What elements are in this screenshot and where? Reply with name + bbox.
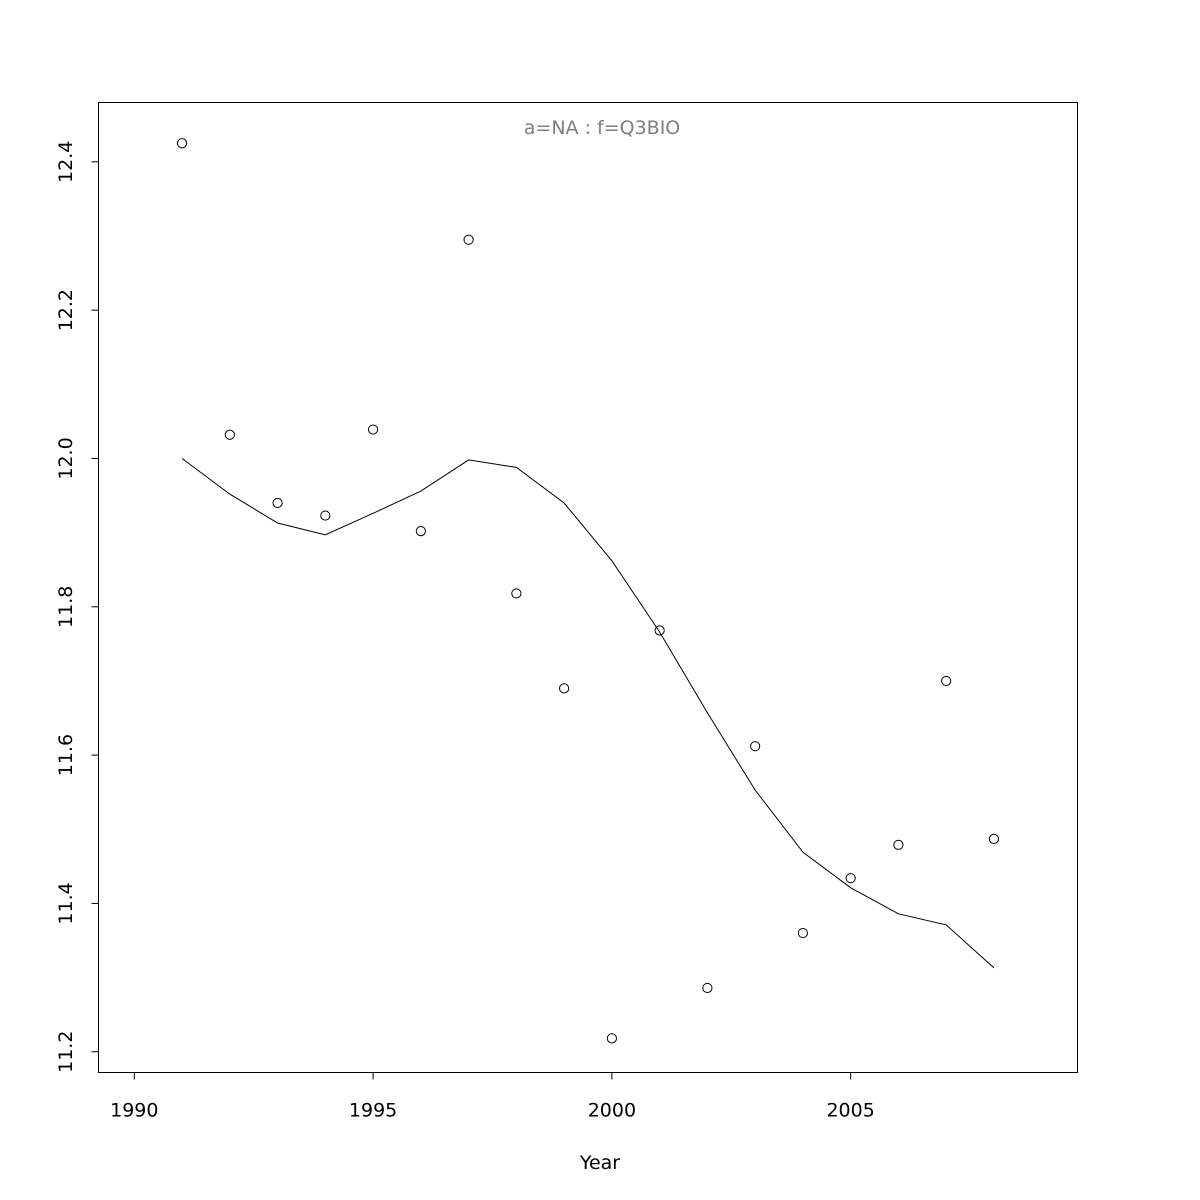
observed-points-series	[176, 138, 1000, 1044]
data-point	[988, 833, 1000, 844]
data-point	[415, 526, 426, 537]
data-point	[272, 497, 283, 509]
data-point	[941, 675, 952, 687]
data-point	[511, 588, 522, 599]
data-point	[463, 234, 474, 245]
data-point	[893, 839, 904, 850]
y-axis: 11.2 11.4 11.6 11.8 12.0 12.2 12.4	[55, 141, 99, 1073]
y-tick-label: 12.0	[55, 437, 77, 479]
x-tick-label: 2005	[826, 1100, 874, 1122]
smooth-line	[181, 458, 995, 969]
data-point	[845, 873, 856, 884]
chart-title: a=NA : f=Q3BIO	[524, 117, 681, 139]
x-tick-label: 1995	[349, 1100, 397, 1122]
data-point	[797, 927, 809, 939]
y-tick-label: 11.6	[55, 734, 77, 776]
x-tick-label: 2000	[588, 1100, 636, 1122]
data-point	[320, 510, 331, 521]
data-point	[654, 625, 665, 636]
data-point	[559, 683, 570, 694]
data-point	[702, 982, 713, 994]
data-point	[176, 138, 188, 149]
y-tick-label: 12.4	[55, 141, 77, 183]
data-point	[367, 424, 379, 435]
plot-frame	[98, 102, 1078, 1073]
y-tick-label: 11.2	[55, 1031, 77, 1073]
x-tick-label: 1990	[110, 1100, 158, 1122]
data-point	[224, 429, 235, 440]
y-tick-label: 11.4	[55, 882, 77, 924]
smooth-line-series	[181, 458, 995, 969]
y-tick-label: 12.2	[55, 289, 77, 331]
data-point	[750, 741, 761, 752]
x-axis: 1990 1995 2000 2005	[110, 1072, 875, 1122]
y-tick-label: 11.8	[55, 586, 77, 628]
data-point	[606, 1033, 617, 1044]
x-axis-label: Year	[579, 1152, 620, 1174]
